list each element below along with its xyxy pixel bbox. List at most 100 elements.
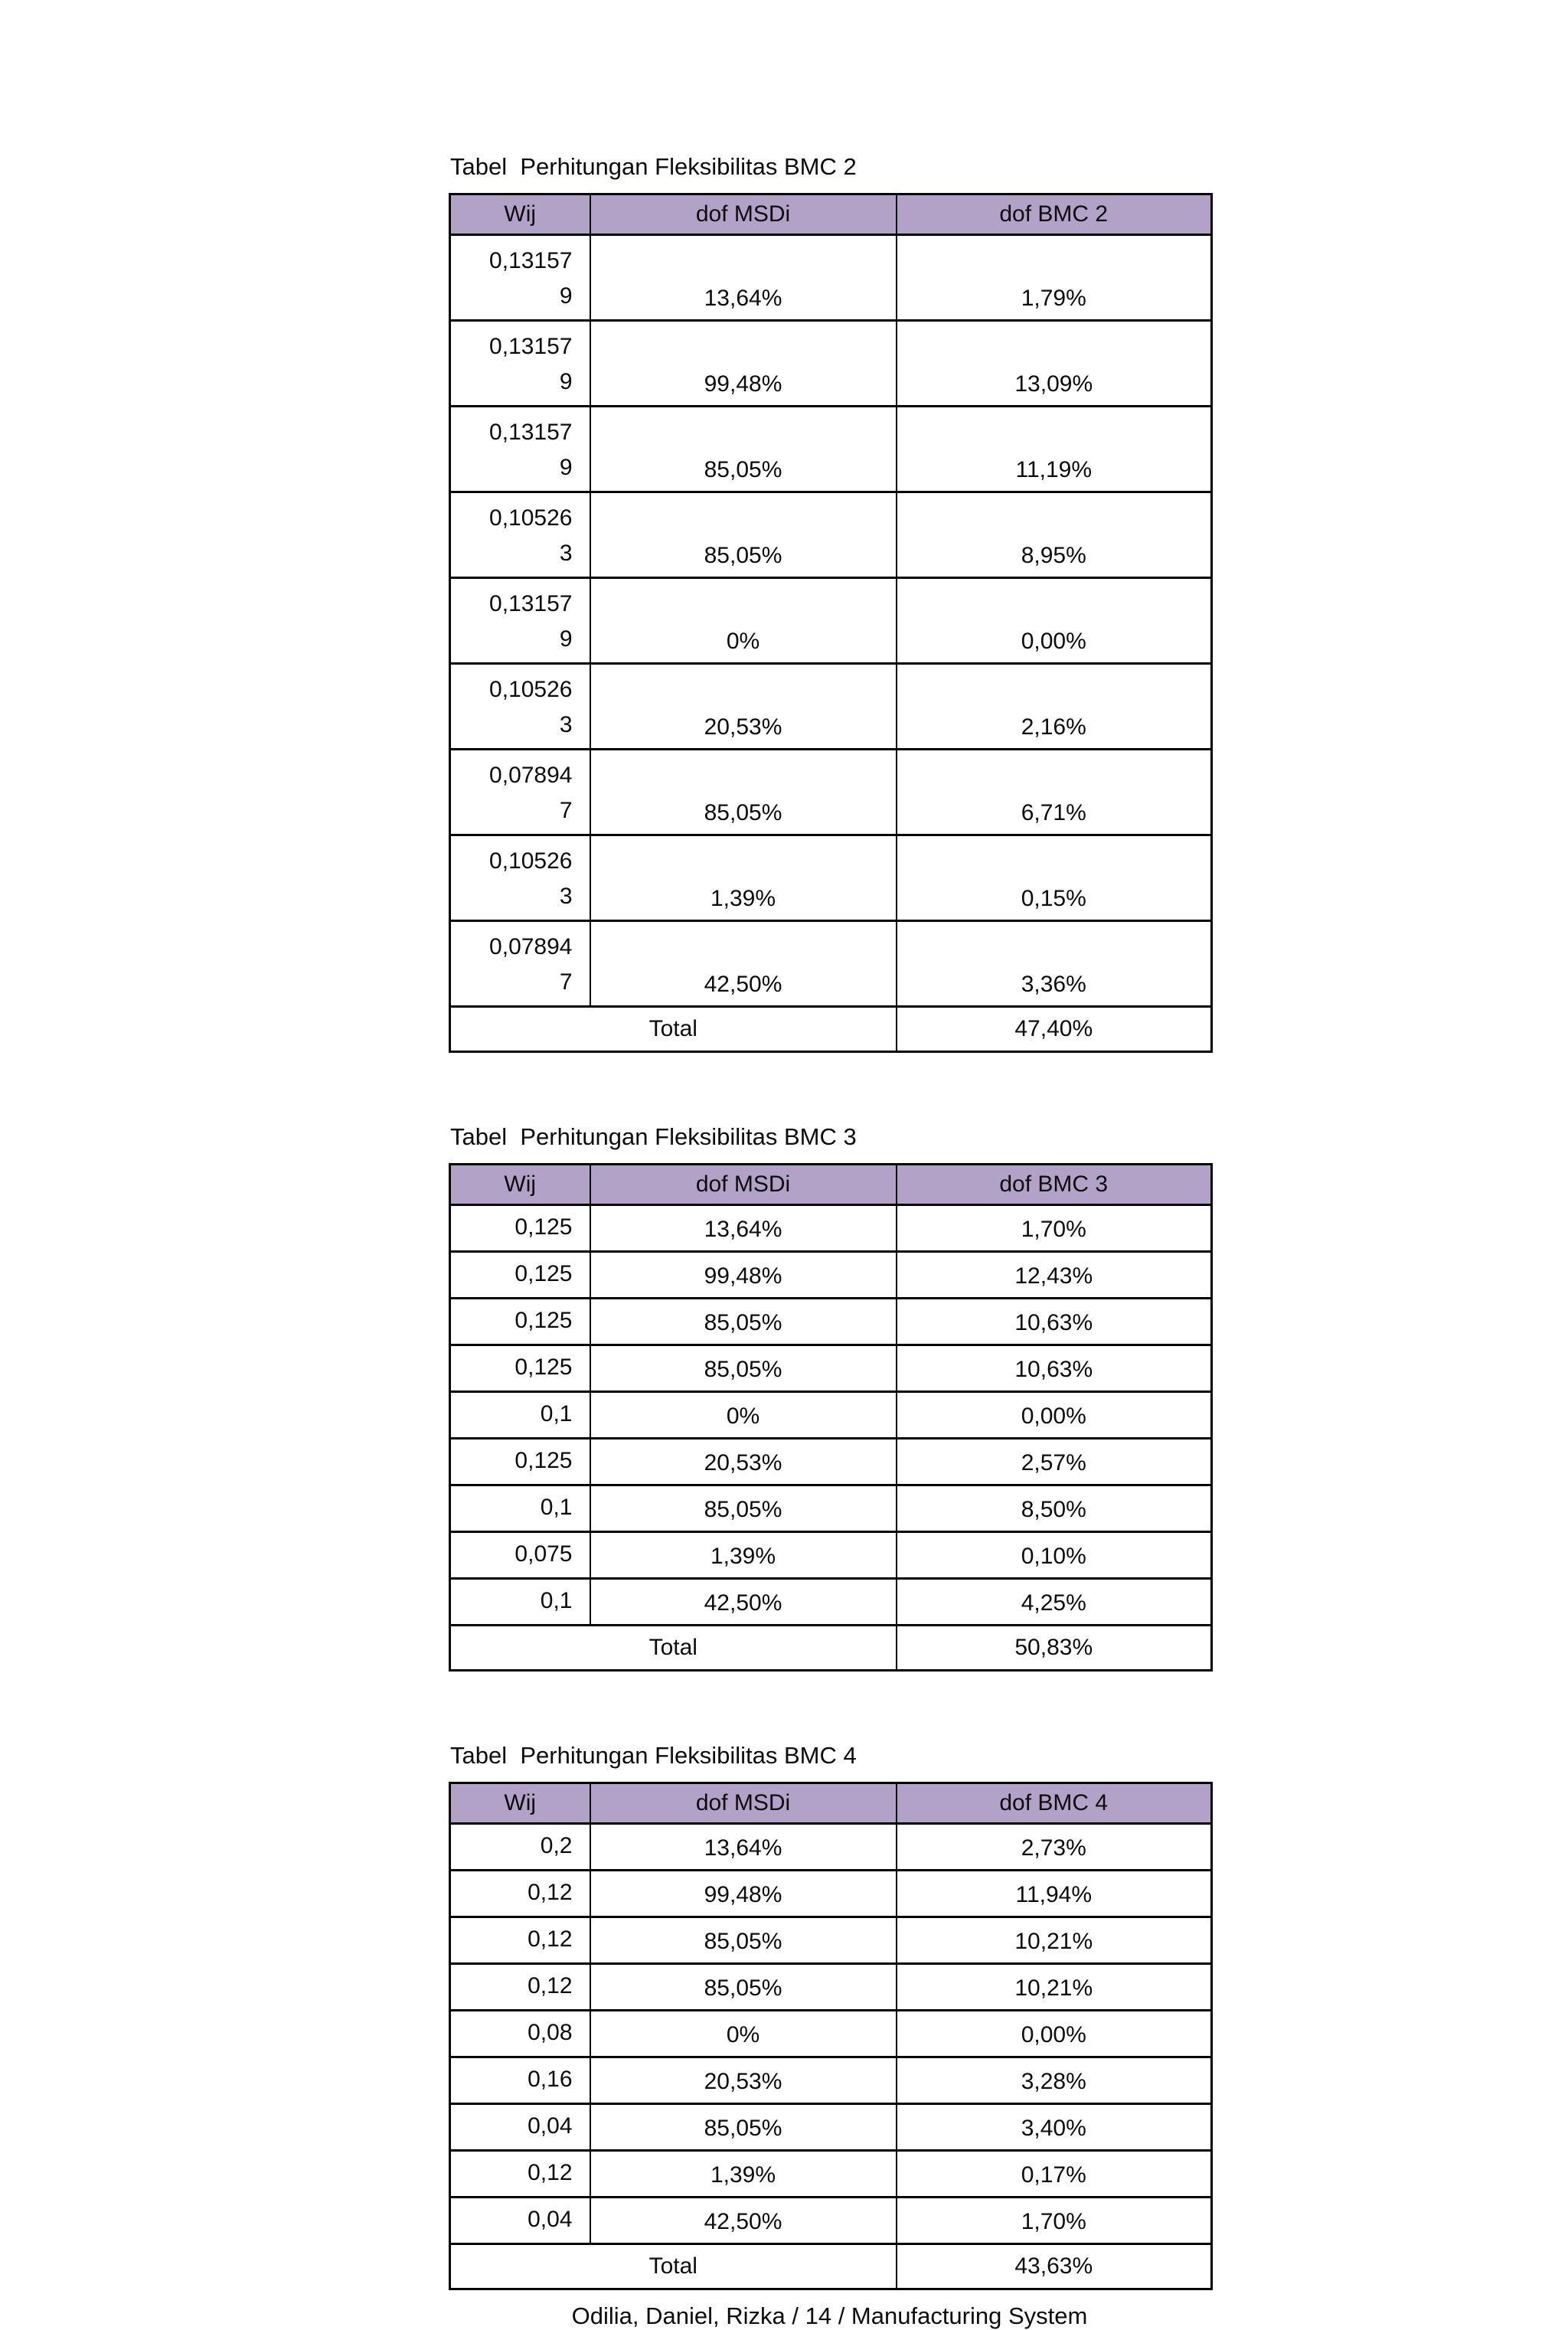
cell-dof-bmc: 0,10% [895,1531,1213,1580]
table-row: 0,04 85,05% 3,40% [449,2103,1213,2152]
cell-dof-msdi: 0% [589,577,897,665]
cell-wij: 0,12 [449,1962,591,2011]
cell-dof-msdi: 0% [589,2009,897,2058]
col-header-wij: Wij [449,193,591,236]
cell-wij: 0,13157 9 [449,319,591,407]
table-title: Tabel Perhitungan Fleksibilitas BMC 4 [450,1742,857,1769]
header-row: Wij dof MSDi dof BMC 2 [449,193,1213,236]
cell-dof-msdi: 20,53% [589,1437,897,1486]
cell-wij: 0,13157 9 [449,234,591,322]
cell-dof-bmc: 11,19% [895,405,1213,493]
col-header-dof-msdi: dof MSDi [589,1782,897,1825]
col-header-dof-msdi: dof MSDi [589,193,897,236]
table-row: 0,12 1,39% 0,17% [449,2149,1213,2198]
cell-wij: 0,16 [449,2056,591,2105]
page-footer: Odilia, Daniel, Rizka / 14 / Manufacturi… [571,2302,1088,2329]
table-row: 0,13157 9 99,48% 13,09% [449,319,1213,407]
table-title: Tabel Perhitungan Fleksibilitas BMC 3 [450,1123,857,1150]
cell-dof-bmc: 1,79% [895,234,1213,322]
cell-dof-bmc: 11,94% [895,1869,1213,1918]
table-row: 0,07894 7 42,50% 3,36% [449,920,1213,1008]
total-value: 47,40% [895,1005,1213,1053]
cell-dof-bmc: 6,71% [895,748,1213,836]
col-header-dof-bmc: dof BMC 4 [895,1782,1213,1825]
table-row: 0,125 85,05% 10,63% [449,1344,1213,1393]
col-header-wij: Wij [449,1163,591,1206]
cell-dof-bmc: 8,50% [895,1484,1213,1533]
flexibility-table-bmc2: Wij dof MSDi dof BMC 2 0,13157 9 13,64% 1,… [449,193,1213,1053]
cell-wij: 0,10526 3 [449,834,591,922]
col-header-dof-msdi: dof MSDi [589,1163,897,1206]
cell-wij: 0,07894 7 [449,748,591,836]
cell-dof-msdi: 99,48% [589,1869,897,1918]
cell-dof-bmc: 10,21% [895,1916,1213,1965]
table-row: 0,075 1,39% 0,10% [449,1531,1213,1580]
cell-wij: 0,2 [449,1822,591,1871]
table-row: 0,10526 3 20,53% 2,16% [449,662,1213,750]
cell-dof-msdi: 85,05% [589,1962,897,2011]
cell-dof-bmc: 2,16% [895,662,1213,750]
cell-wij: 0,10526 3 [449,491,591,579]
table-row: 0,1 0% 0,00% [449,1390,1213,1440]
total-value: 43,63% [895,2243,1213,2290]
table-section-bmc4: Tabel Perhitungan Fleksibilitas BMC 4 Wi… [449,1740,1213,2290]
cell-wij: 0,125 [449,1297,591,1346]
flexibility-table-bmc3: Wij dof MSDi dof BMC 3 0,125 13,64% 1,70% 0… [449,1163,1213,1672]
table-row: 0,08 0% 0,00% [449,2009,1213,2058]
cell-dof-bmc: 1,70% [895,2196,1213,2245]
cell-wij: 0,125 [449,1437,591,1486]
cell-dof-bmc: 0,00% [895,1390,1213,1440]
cell-wij: 0,07894 7 [449,920,591,1008]
cell-dof-msdi: 85,05% [589,748,897,836]
cell-dof-msdi: 42,50% [589,920,897,1008]
table-row: 0,125 20,53% 2,57% [449,1437,1213,1486]
cell-dof-bmc: 1,70% [895,1204,1213,1253]
document-page: Tabel Perhitungan Fleksibilitas BMC 2 Wi… [449,152,1213,2330]
header-row: Wij dof MSDi dof BMC 4 [449,1782,1213,1825]
cell-dof-bmc: 10,63% [895,1297,1213,1346]
cell-wij: 0,10526 3 [449,662,591,750]
col-header-dof-bmc: dof BMC 3 [895,1163,1213,1206]
flexibility-table-bmc4: Wij dof MSDi dof BMC 4 0,2 13,64% 2,73% 0,1… [449,1782,1213,2290]
table-row: 0,07894 7 85,05% 6,71% [449,748,1213,836]
table-row: 0,10526 3 1,39% 0,15% [449,834,1213,922]
total-row: Total 43,63% [449,2243,1213,2290]
cell-dof-bmc: 2,73% [895,1822,1213,1871]
cell-wij: 0,1 [449,1484,591,1533]
cell-wij: 0,125 [449,1204,591,1253]
cell-dof-msdi: 99,48% [589,1250,897,1299]
table-row: 0,125 85,05% 10,63% [449,1297,1213,1346]
table-row: 0,1 42,50% 4,25% [449,1577,1213,1626]
cell-dof-msdi: 85,05% [589,1916,897,1965]
cell-dof-msdi: 13,64% [589,1204,897,1253]
cell-dof-msdi: 85,05% [589,1344,897,1393]
cell-dof-bmc: 10,21% [895,1962,1213,2011]
cell-dof-bmc: 0,00% [895,2009,1213,2058]
table-section-bmc2: Tabel Perhitungan Fleksibilitas BMC 2 Wi… [449,152,1213,1053]
table-body: 0,2 13,64% 2,73% 0,12 99,48% 11,94% 0,12 85,05%… [449,1822,1213,2245]
table-body: 0,125 13,64% 1,70% 0,125 99,48% 12,43% 0,125 85… [449,1204,1213,1626]
cell-dof-msdi: 85,05% [589,2103,897,2152]
cell-wij: 0,1 [449,1390,591,1440]
total-value: 50,83% [895,1624,1213,1672]
total-row: Total 50,83% [449,1624,1213,1672]
table-section-bmc3: Tabel Perhitungan Fleksibilitas BMC 3 Wi… [449,1122,1213,1672]
cell-dof-msdi: 85,05% [589,491,897,579]
cell-wij: 0,13157 9 [449,577,591,665]
cell-dof-bmc: 3,40% [895,2103,1213,2152]
cell-dof-bmc: 4,25% [895,1577,1213,1626]
cell-dof-bmc: 10,63% [895,1344,1213,1393]
cell-wij: 0,075 [449,1531,591,1580]
cell-wij: 0,08 [449,2009,591,2058]
total-row: Total 47,40% [449,1005,1213,1053]
cell-dof-msdi: 13,64% [589,234,897,322]
cell-dof-bmc: 0,00% [895,577,1213,665]
table-row: 0,2 13,64% 2,73% [449,1822,1213,1871]
col-header-dof-bmc: dof BMC 2 [895,193,1213,236]
cell-dof-bmc: 13,09% [895,319,1213,407]
cell-wij: 0,13157 9 [449,405,591,493]
cell-dof-msdi: 13,64% [589,1822,897,1871]
cell-wij: 0,12 [449,1916,591,1965]
cell-wij: 0,125 [449,1344,591,1393]
table-row: 0,125 99,48% 12,43% [449,1250,1213,1299]
